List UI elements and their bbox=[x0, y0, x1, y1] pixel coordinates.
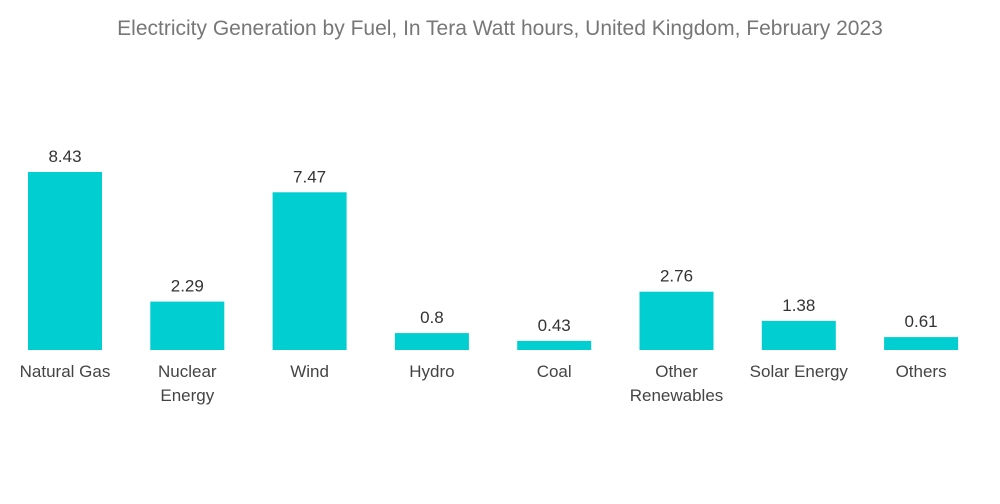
bar bbox=[884, 337, 959, 350]
bar bbox=[639, 291, 714, 350]
value-labels-group: 8.43 2.29 7.47 0.8 0.43 2.76 1.38 0.61 bbox=[48, 147, 937, 335]
category-labels-group: Natural Gas Nuclear Energy Wind Hydro Coal Oth… bbox=[20, 362, 947, 405]
category-label: Wind bbox=[290, 362, 329, 381]
category-label: Nuclear bbox=[158, 362, 217, 381]
category-label: Solar Energy bbox=[750, 362, 849, 381]
category-label: Natural Gas bbox=[20, 362, 111, 381]
bar bbox=[28, 172, 102, 350]
data-label: 7.47 bbox=[293, 167, 326, 186]
data-label: 0.61 bbox=[905, 312, 938, 331]
bar bbox=[272, 192, 347, 350]
bars-group bbox=[28, 172, 959, 350]
bar bbox=[517, 340, 592, 350]
bar bbox=[150, 301, 225, 350]
bar bbox=[394, 333, 469, 350]
data-label: 0.43 bbox=[538, 316, 571, 335]
category-label: Coal bbox=[537, 362, 572, 381]
data-label: 2.76 bbox=[660, 267, 693, 286]
data-label: 0.8 bbox=[420, 308, 444, 327]
category-label: Hydro bbox=[409, 362, 454, 381]
bar bbox=[761, 320, 836, 350]
category-label: Others bbox=[896, 362, 947, 381]
data-label: 8.43 bbox=[48, 147, 81, 166]
data-label: 2.29 bbox=[171, 277, 204, 296]
chart-title: Electricity Generation by Fuel, In Tera … bbox=[117, 17, 883, 40]
category-label: Other bbox=[655, 362, 698, 381]
category-label: Renewables bbox=[630, 386, 724, 405]
category-label: Energy bbox=[160, 386, 214, 405]
data-label: 1.38 bbox=[782, 296, 815, 315]
